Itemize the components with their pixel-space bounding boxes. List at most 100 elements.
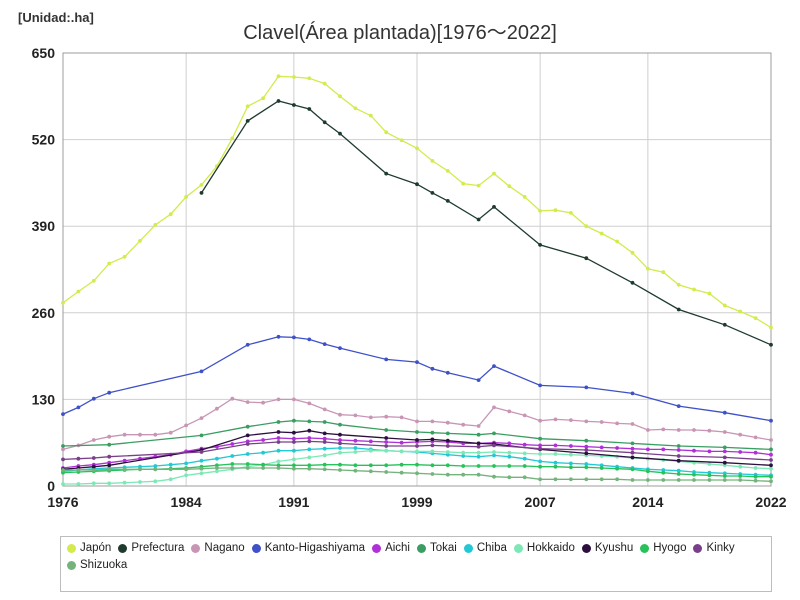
legend-item[interactable]: Hokkaido — [513, 542, 575, 554]
legend-marker — [118, 543, 128, 553]
data-point — [153, 467, 158, 472]
data-point — [338, 412, 342, 417]
data-point — [199, 471, 204, 476]
legend-item[interactable]: Kyushu — [581, 542, 633, 554]
data-point — [338, 432, 342, 437]
data-point — [384, 448, 389, 453]
data-point — [522, 451, 527, 456]
data-point — [692, 448, 696, 453]
data-point — [91, 481, 96, 486]
data-point — [138, 239, 142, 243]
data-point — [753, 450, 758, 455]
data-point — [368, 415, 373, 420]
data-point — [215, 406, 219, 411]
data-point — [753, 466, 758, 470]
data-point — [322, 436, 327, 441]
data-point — [384, 414, 389, 419]
legend-item[interactable]: Hyogo — [640, 542, 686, 554]
data-point — [415, 360, 419, 364]
data-point — [676, 468, 681, 473]
data-point — [61, 412, 65, 416]
legend-item[interactable]: Japón — [67, 542, 111, 554]
data-point — [522, 442, 527, 447]
data-point — [538, 443, 542, 448]
data-point — [261, 462, 265, 467]
data-point — [76, 405, 81, 410]
data-point — [399, 440, 404, 445]
data-point — [230, 396, 235, 401]
data-point — [707, 449, 712, 454]
data-point — [153, 223, 158, 227]
series-tokai — [61, 418, 773, 452]
data-point — [415, 471, 419, 476]
data-point — [769, 325, 773, 330]
data-point — [646, 447, 650, 452]
data-point — [107, 390, 112, 395]
y-tick-label: 0 — [47, 478, 55, 494]
data-point — [676, 478, 681, 482]
data-point — [276, 99, 281, 103]
data-point — [599, 231, 604, 236]
data-point — [584, 438, 589, 443]
legend-item[interactable]: Nagano — [191, 542, 245, 554]
data-point — [676, 448, 681, 452]
data-point — [676, 444, 681, 448]
data-point — [676, 282, 681, 287]
data-point — [569, 461, 573, 466]
data-point — [661, 478, 666, 482]
data-point — [138, 432, 142, 437]
data-point — [122, 432, 127, 437]
data-point — [738, 309, 743, 314]
data-point — [522, 456, 527, 461]
data-point — [476, 432, 481, 437]
data-point — [230, 442, 235, 446]
data-point — [661, 470, 666, 475]
data-point — [230, 136, 235, 141]
data-point — [245, 119, 250, 123]
data-point — [430, 443, 435, 448]
legend-marker — [417, 543, 426, 553]
data-point — [307, 337, 312, 342]
legend-item[interactable]: Prefectura — [118, 542, 184, 554]
legend-item[interactable]: Kanto-Higashiyama — [251, 542, 365, 554]
data-point — [292, 466, 296, 471]
data-point — [722, 463, 727, 468]
data-point — [415, 462, 419, 467]
data-point — [322, 81, 327, 86]
data-point — [276, 440, 281, 444]
data-point — [538, 209, 542, 213]
legend-item[interactable]: Aichi — [372, 542, 410, 554]
legend-item[interactable]: Kinky — [693, 542, 735, 554]
legend-item[interactable]: Shizuoka — [67, 559, 127, 571]
data-point — [415, 419, 419, 424]
legend-item[interactable]: Chiba — [463, 542, 507, 554]
data-point — [476, 454, 481, 459]
data-point — [292, 418, 296, 423]
series-line — [200, 100, 772, 346]
data-point — [307, 455, 312, 460]
data-point — [722, 474, 727, 478]
data-point — [507, 450, 512, 455]
data-point — [91, 278, 96, 283]
data-point — [138, 464, 142, 469]
data-point — [199, 191, 204, 195]
data-point — [415, 146, 419, 151]
data-point — [199, 466, 204, 471]
chart-title: Clavel(Área plantada)[1976～2022] — [243, 22, 557, 44]
data-point — [61, 482, 65, 486]
data-point — [122, 458, 127, 463]
data-point — [415, 449, 419, 454]
data-point — [107, 261, 112, 266]
data-point — [61, 470, 65, 475]
data-point — [538, 243, 542, 247]
x-tick-label: 1999 — [401, 494, 432, 510]
data-point — [399, 415, 404, 420]
data-point — [476, 378, 481, 382]
legend-item[interactable]: Tokai — [417, 542, 457, 554]
data-point — [276, 459, 281, 464]
x-tick-label: 2007 — [525, 494, 556, 510]
data-point — [307, 419, 312, 424]
data-point — [461, 422, 466, 427]
data-point — [168, 212, 173, 217]
data-point — [769, 418, 773, 423]
